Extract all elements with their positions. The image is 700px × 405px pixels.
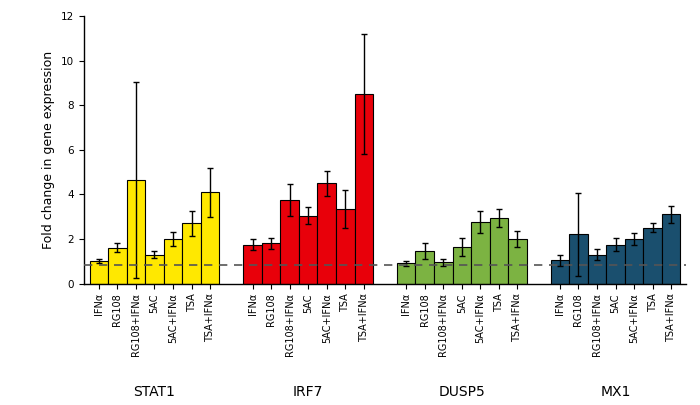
Bar [606, 245, 625, 284]
Bar [299, 215, 317, 284]
Text: MX1: MX1 [601, 385, 631, 399]
Bar [490, 218, 508, 284]
Bar [662, 215, 680, 284]
Bar [201, 192, 219, 284]
Bar [182, 224, 201, 284]
Text: DUSP5: DUSP5 [438, 385, 485, 399]
Bar [397, 263, 416, 284]
Bar [262, 243, 280, 284]
Bar [551, 260, 569, 283]
Bar [164, 239, 182, 284]
Bar [243, 245, 262, 284]
Bar [354, 94, 373, 284]
Bar [317, 183, 336, 284]
Bar [643, 228, 662, 284]
Bar [588, 255, 606, 284]
Bar [145, 255, 164, 284]
Y-axis label: Fold change in gene expression: Fold change in gene expression [43, 51, 55, 249]
Bar [625, 239, 643, 284]
Text: IRF7: IRF7 [293, 385, 323, 399]
Bar [90, 261, 108, 284]
Bar [336, 209, 354, 284]
Bar [416, 251, 434, 284]
Bar [508, 239, 527, 284]
Bar [453, 247, 471, 284]
Bar [108, 248, 127, 284]
Bar [127, 180, 145, 284]
Bar [280, 200, 299, 284]
Bar [434, 262, 453, 284]
Bar [569, 234, 588, 284]
Bar [471, 222, 490, 284]
Text: STAT1: STAT1 [134, 385, 176, 399]
